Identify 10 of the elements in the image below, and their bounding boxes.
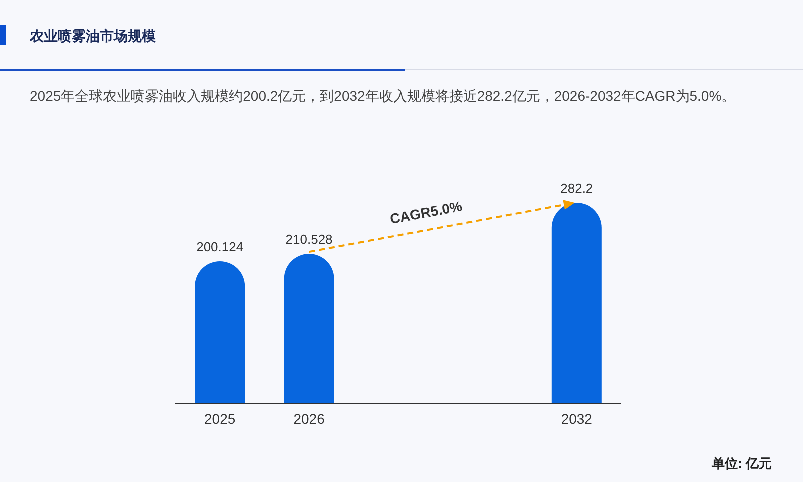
x-tick-label: 2032 <box>561 411 593 427</box>
annotation: CAGR5.0% <box>388 198 464 228</box>
data-label: 282.2 <box>560 181 594 196</box>
chart-subtitle: 2025年全球农业喷雾油收入规模约200.2亿元，到2032年收入规模将接近282.2亿元，2026-2032年CAGR为5.0%。 <box>30 87 737 106</box>
chart-title: 农业喷雾油市场规模 <box>29 28 157 44</box>
data-label: 200.124 <box>196 239 244 254</box>
data-label: 210.528 <box>286 232 333 248</box>
x-tick-label: 2026 <box>294 411 326 427</box>
text: 单位: 亿元 <box>711 456 772 471</box>
x-tick-label: 2025 <box>204 411 236 427</box>
